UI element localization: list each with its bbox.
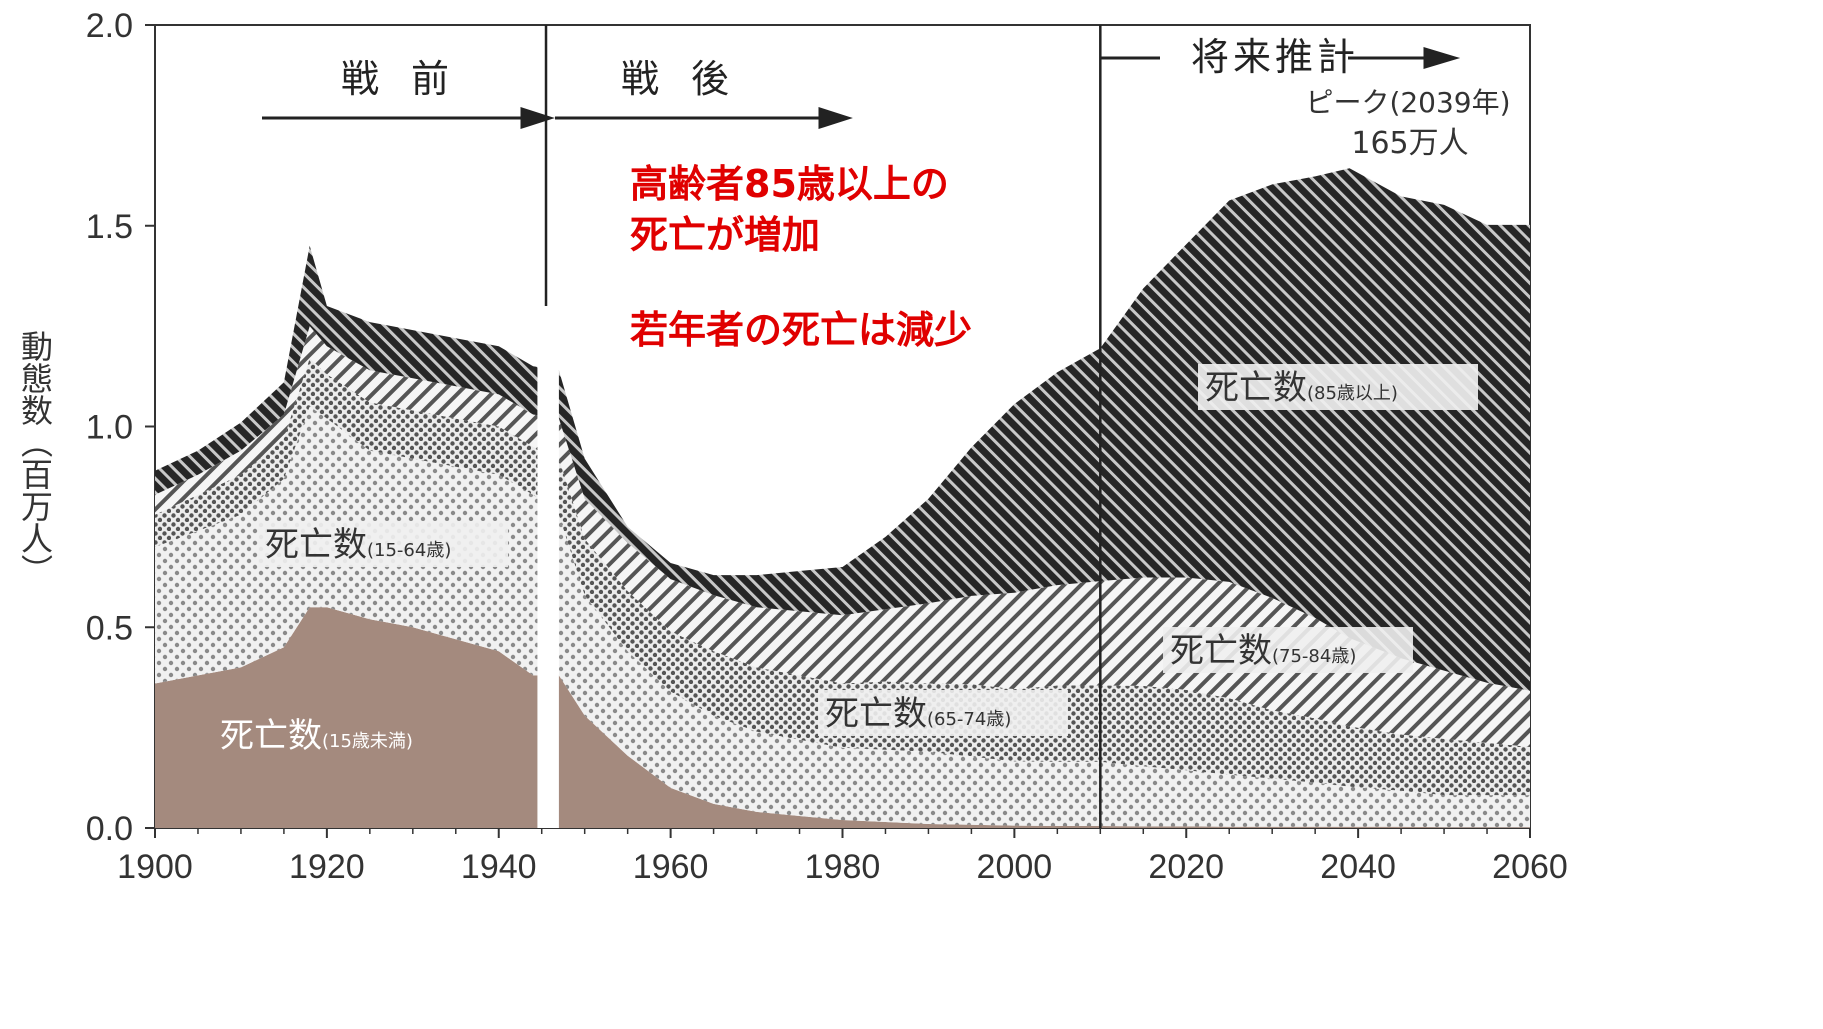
segment-label-under15: 死亡数(15歳未満) (210, 712, 470, 758)
peak-label: ピーク(2039年) (1305, 86, 1510, 119)
segment-label-main: 死亡数 (265, 525, 367, 565)
y-tick-label: 1.0 (86, 409, 133, 447)
era-arrows (262, 46, 1461, 130)
arrow-projection-head (1423, 46, 1461, 70)
y-tick-label: 0.5 (86, 609, 133, 647)
arrow-postwar-head (818, 106, 853, 130)
segment-label-main: 死亡数 (220, 716, 322, 756)
area-15-64 (155, 406, 1530, 828)
note-elderly-increase-1: 高齢者85歳以上の (630, 162, 949, 206)
axes: 1900 1920 1940 1960 1980 2000 2020 2040 2060 0.0 0… (86, 7, 1568, 886)
svg-text:死亡数(15-64歳): 死亡数(15-64歳) (265, 525, 451, 565)
svg-text:死亡数(15歳未満): 死亡数(15歳未満) (220, 716, 413, 756)
segment-label-sub: (75-84歳) (1272, 646, 1356, 667)
area-65-74 (155, 358, 1530, 796)
x-tick-label: 1940 (461, 848, 537, 886)
x-tick-label: 1960 (633, 848, 709, 886)
x-tick-label: 1920 (289, 848, 365, 886)
svg-text:死亡数(65-74歳): 死亡数(65-74歳) (825, 694, 1011, 734)
x-tick-label: 2060 (1492, 848, 1568, 886)
segment-label-main: 死亡数 (825, 694, 927, 734)
segment-label-sub: (15歳未満) (322, 731, 413, 752)
era-label-prewar: 戦 前 (341, 57, 459, 101)
segment-label-15-64: 死亡数(15-64歳) (258, 521, 508, 567)
arrow-prewar-head (520, 106, 555, 130)
segment-label-sub: (65-74歳) (927, 709, 1011, 730)
note-elderly-increase-2: 死亡が増加 (630, 213, 820, 257)
note-youth-decrease: 若年者の死亡は減少 (630, 308, 972, 352)
era-label-postwar: 戦 後 (621, 57, 739, 101)
svg-text:死亡数(75-84歳): 死亡数(75-84歳) (1170, 631, 1356, 671)
x-tick-label: 2040 (1320, 848, 1396, 886)
x-tick-label: 1980 (805, 848, 881, 886)
x-tick-label: 2020 (1148, 848, 1224, 886)
y-tick-label: 1.5 (86, 208, 133, 246)
peak-value: 165万人 (1351, 126, 1468, 161)
x-tick-label: 2000 (977, 848, 1053, 886)
area-under15 (155, 607, 1530, 828)
y-tick-label: 0.0 (86, 810, 133, 848)
segment-label-85plus: 死亡数(85歳以上) (1198, 364, 1478, 410)
x-tick-label: 1900 (117, 848, 193, 886)
svg-text:死亡数(85歳以上): 死亡数(85歳以上) (1205, 368, 1398, 408)
y-axis-label: 動態数（百万人） (16, 330, 54, 586)
y-tick-label: 2.0 (86, 7, 133, 45)
segment-label-main: 死亡数 (1205, 368, 1307, 408)
era-label-projection: 将来推計 (1191, 35, 1359, 79)
segment-label-65-74: 死亡数(65-74歳) (818, 690, 1068, 736)
segment-label-75-84: 死亡数(75-84歳) (1163, 627, 1413, 673)
area-85plus (155, 168, 1530, 691)
segment-label-sub: (85歳以上) (1307, 383, 1398, 404)
wartime-gap (537, 27, 559, 828)
segment-label-main: 死亡数 (1170, 631, 1272, 671)
segment-label-sub: (15-64歳) (367, 540, 451, 561)
